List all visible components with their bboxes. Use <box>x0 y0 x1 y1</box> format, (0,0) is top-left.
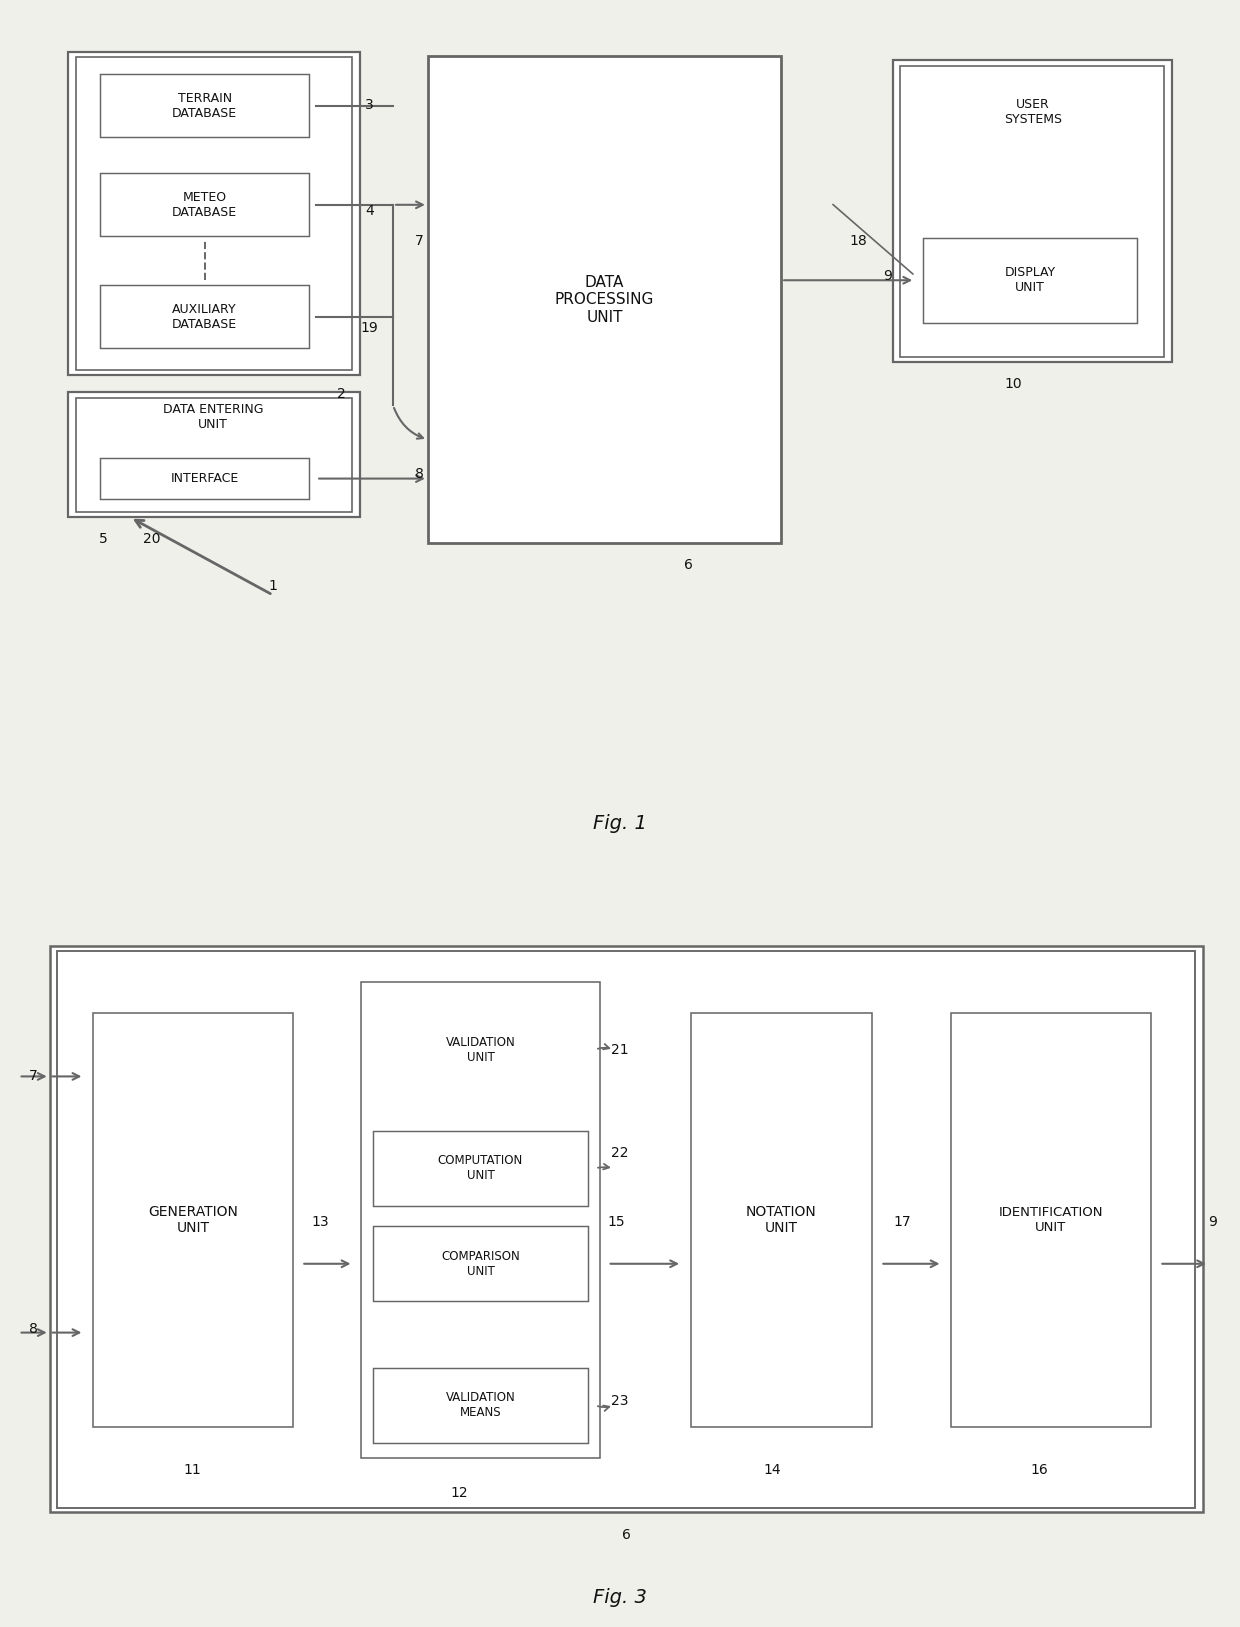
Text: 11: 11 <box>184 1463 201 1477</box>
Bar <box>893 60 1172 363</box>
Text: Fig. 3: Fig. 3 <box>593 1588 647 1607</box>
Bar <box>366 1222 595 1306</box>
Bar <box>68 392 360 517</box>
Bar <box>691 1014 872 1427</box>
Text: METEO
DATABASE: METEO DATABASE <box>172 190 237 218</box>
Bar <box>93 280 316 353</box>
Bar <box>93 452 316 504</box>
Text: 13: 13 <box>311 1215 329 1228</box>
Bar <box>84 1007 301 1432</box>
Text: 10: 10 <box>1004 377 1022 390</box>
Text: VALIDATION
UNIT: VALIDATION UNIT <box>445 1036 516 1064</box>
Text: 2: 2 <box>336 387 346 402</box>
Text: COMPARISON
UNIT: COMPARISON UNIT <box>441 1250 520 1277</box>
Bar <box>68 52 360 376</box>
Text: 8: 8 <box>29 1321 38 1336</box>
Bar <box>428 55 781 543</box>
Text: 7: 7 <box>29 1069 38 1084</box>
Text: NOTATION
UNIT: NOTATION UNIT <box>745 1204 817 1235</box>
Text: GENERATION
UNIT: GENERATION UNIT <box>148 1204 238 1235</box>
Bar <box>366 1363 595 1448</box>
Text: 19: 19 <box>361 321 378 335</box>
Text: 9: 9 <box>1208 1215 1218 1228</box>
Bar <box>361 981 600 1458</box>
Text: Fig. 1: Fig. 1 <box>593 814 647 833</box>
Bar <box>373 1227 588 1302</box>
Text: 3: 3 <box>365 98 374 112</box>
Text: DISPLAY
UNIT: DISPLAY UNIT <box>1004 267 1055 294</box>
Bar <box>50 947 1203 1513</box>
Bar <box>366 1001 595 1100</box>
Text: 15: 15 <box>608 1215 625 1228</box>
Bar <box>93 1014 293 1427</box>
Bar <box>373 1368 588 1443</box>
Text: 6: 6 <box>621 1528 631 1542</box>
Bar <box>100 75 309 137</box>
Bar <box>900 65 1164 356</box>
Text: DATA
PROCESSING
UNIT: DATA PROCESSING UNIT <box>554 275 655 324</box>
Text: 17: 17 <box>894 1215 911 1228</box>
Bar <box>100 285 309 348</box>
Bar <box>93 68 316 142</box>
Text: 18: 18 <box>849 234 867 249</box>
Text: AUXILIARY
DATABASE: AUXILIARY DATABASE <box>172 303 237 330</box>
Text: 7: 7 <box>414 234 424 249</box>
Text: USER
SYSTEMS: USER SYSTEMS <box>1004 98 1061 127</box>
Bar <box>366 1126 595 1210</box>
Bar <box>93 168 316 241</box>
Bar <box>100 457 309 499</box>
Bar <box>57 952 1195 1508</box>
Bar <box>923 238 1137 322</box>
Text: COMPUTATION
UNIT: COMPUTATION UNIT <box>438 1154 523 1183</box>
Bar <box>682 1007 880 1432</box>
Text: 12: 12 <box>450 1485 467 1500</box>
Text: IDENTIFICATION
UNIT: IDENTIFICATION UNIT <box>998 1206 1104 1233</box>
Bar <box>76 57 352 369</box>
Text: TERRAIN
DATABASE: TERRAIN DATABASE <box>172 91 237 120</box>
Text: DATA ENTERING
UNIT: DATA ENTERING UNIT <box>162 403 264 431</box>
Text: 5: 5 <box>98 532 108 547</box>
Text: 6: 6 <box>683 558 693 571</box>
Text: 23: 23 <box>611 1394 629 1409</box>
Bar <box>373 1131 588 1206</box>
Text: 8: 8 <box>414 467 424 482</box>
Text: 20: 20 <box>143 532 160 547</box>
Text: 4: 4 <box>365 205 374 218</box>
Text: 1: 1 <box>268 579 278 594</box>
Bar <box>76 397 352 513</box>
Bar <box>915 233 1145 327</box>
Text: 9: 9 <box>883 268 893 283</box>
Bar <box>353 976 608 1463</box>
Bar <box>942 1007 1159 1432</box>
Text: 14: 14 <box>764 1463 781 1477</box>
Text: 22: 22 <box>611 1145 629 1160</box>
Text: 16: 16 <box>1030 1463 1048 1477</box>
Text: INTERFACE: INTERFACE <box>170 472 239 485</box>
Text: VALIDATION
MEANS: VALIDATION MEANS <box>445 1391 516 1419</box>
Bar <box>100 174 309 236</box>
Text: 21: 21 <box>611 1043 629 1056</box>
Bar <box>951 1014 1151 1427</box>
